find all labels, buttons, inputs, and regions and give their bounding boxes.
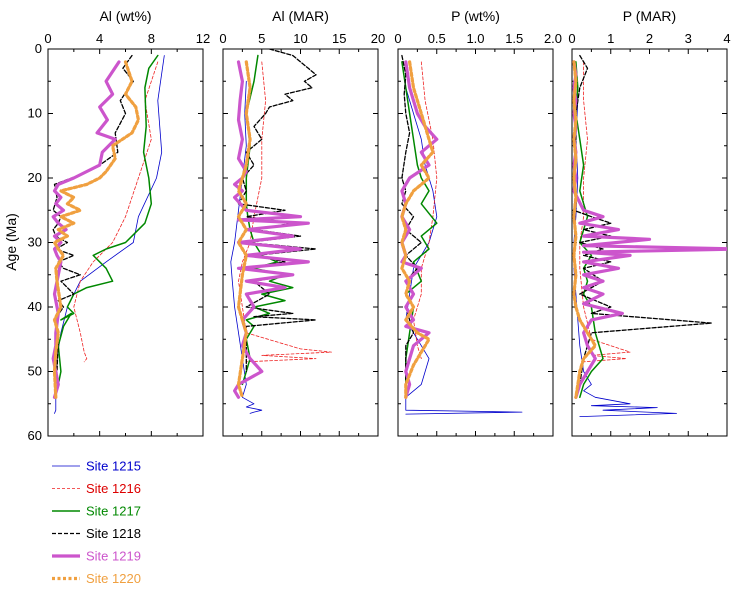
series-line-site-1220	[572, 60, 597, 399]
x-tick-label: 12	[196, 31, 210, 46]
series-group	[51, 54, 165, 414]
panel-title: Al (wt%)	[99, 8, 151, 24]
legend: Site 1215 Site 1216 Site 1217 Site 1218 Site…	[52, 459, 141, 586]
x-tick-label: 8	[148, 31, 155, 46]
x-tick-label: 2	[646, 31, 653, 46]
series-group	[230, 49, 332, 414]
panel-title: P (MAR)	[623, 8, 676, 24]
series-group	[400, 54, 523, 415]
series-line-site-1219	[51, 60, 121, 399]
x-tick-label: 1.5	[505, 31, 523, 46]
series-line-site-1217	[401, 61, 438, 386]
series-line-site-1215	[54, 55, 165, 414]
x-tick-label: 0	[219, 31, 226, 46]
panel-4: P (MAR) 0 1 2 3 4	[568, 8, 731, 437]
panel-3: P (wt%) 0 0.5 1.0 1.5 2.0	[394, 8, 562, 437]
y-tick-label: 0	[35, 41, 42, 56]
x-tick-label: 20	[371, 31, 385, 46]
series-line-site-1220	[236, 60, 252, 399]
y-tick-label: 10	[28, 106, 42, 121]
x-tick-label: 0	[568, 31, 575, 46]
series-line-site-1216	[579, 61, 631, 363]
legend-item: Site 1215	[52, 459, 141, 474]
y-tick-label: 50	[28, 364, 42, 379]
legend-label: Site 1217	[86, 504, 141, 519]
y-tick-label: 30	[28, 235, 42, 250]
x-tick-label: 1	[607, 31, 614, 46]
legend-item: Site 1216	[52, 481, 141, 496]
series-line-site-1216	[238, 61, 332, 363]
legend-item: Site 1219	[52, 549, 141, 564]
x-tick-label: 4	[96, 31, 103, 46]
y-tick-label: 60	[28, 428, 42, 443]
legend-label: Site 1218	[86, 526, 141, 541]
x-tick-label: 4	[723, 31, 730, 46]
x-tick-label: 1.0	[466, 31, 484, 46]
y-axis-label: Age (Ma)	[3, 213, 19, 271]
panel-title: Al (MAR)	[272, 8, 329, 24]
y-tick-label: 40	[28, 299, 42, 314]
series-line-site-1218	[573, 54, 713, 386]
legend-item: Site 1218	[52, 526, 141, 541]
legend-label: Site 1216	[86, 481, 141, 496]
x-tick-label: 0	[44, 31, 51, 46]
series-line-site-1217	[57, 54, 159, 386]
legend-label: Site 1215	[86, 459, 141, 474]
legend-label: Site 1219	[86, 549, 141, 564]
x-tick-label: 10	[293, 31, 307, 46]
x-tick-label: 5	[258, 31, 265, 46]
y-tick-label: 20	[28, 170, 42, 185]
series-group	[572, 54, 727, 418]
series-line-site-1215	[573, 61, 677, 418]
legend-item: Site 1220	[52, 571, 141, 586]
x-tick-label: 0.5	[428, 31, 446, 46]
panel-title: P (wt%)	[451, 8, 500, 24]
panel-frame	[571, 48, 728, 437]
panel-1: Al (wt%) 0 4 8 12 0 10 20 30 40 50 60	[28, 8, 211, 443]
x-tick-label: 2.0	[544, 31, 562, 46]
x-tick-label: 0	[394, 31, 401, 46]
legend-label: Site 1220	[86, 571, 141, 586]
series-line-site-1220	[400, 60, 435, 399]
x-tick-label: 3	[685, 31, 692, 46]
series-line-site-1219	[572, 60, 727, 399]
panel-2: Al (MAR) 0 5 10 15 20	[219, 8, 385, 437]
legend-item: Site 1217	[52, 504, 141, 519]
series-line-site-1220	[52, 60, 140, 399]
series-line-site-1216	[413, 61, 438, 360]
x-tick-label: 15	[332, 31, 346, 46]
series-line-site-1216	[73, 61, 159, 363]
